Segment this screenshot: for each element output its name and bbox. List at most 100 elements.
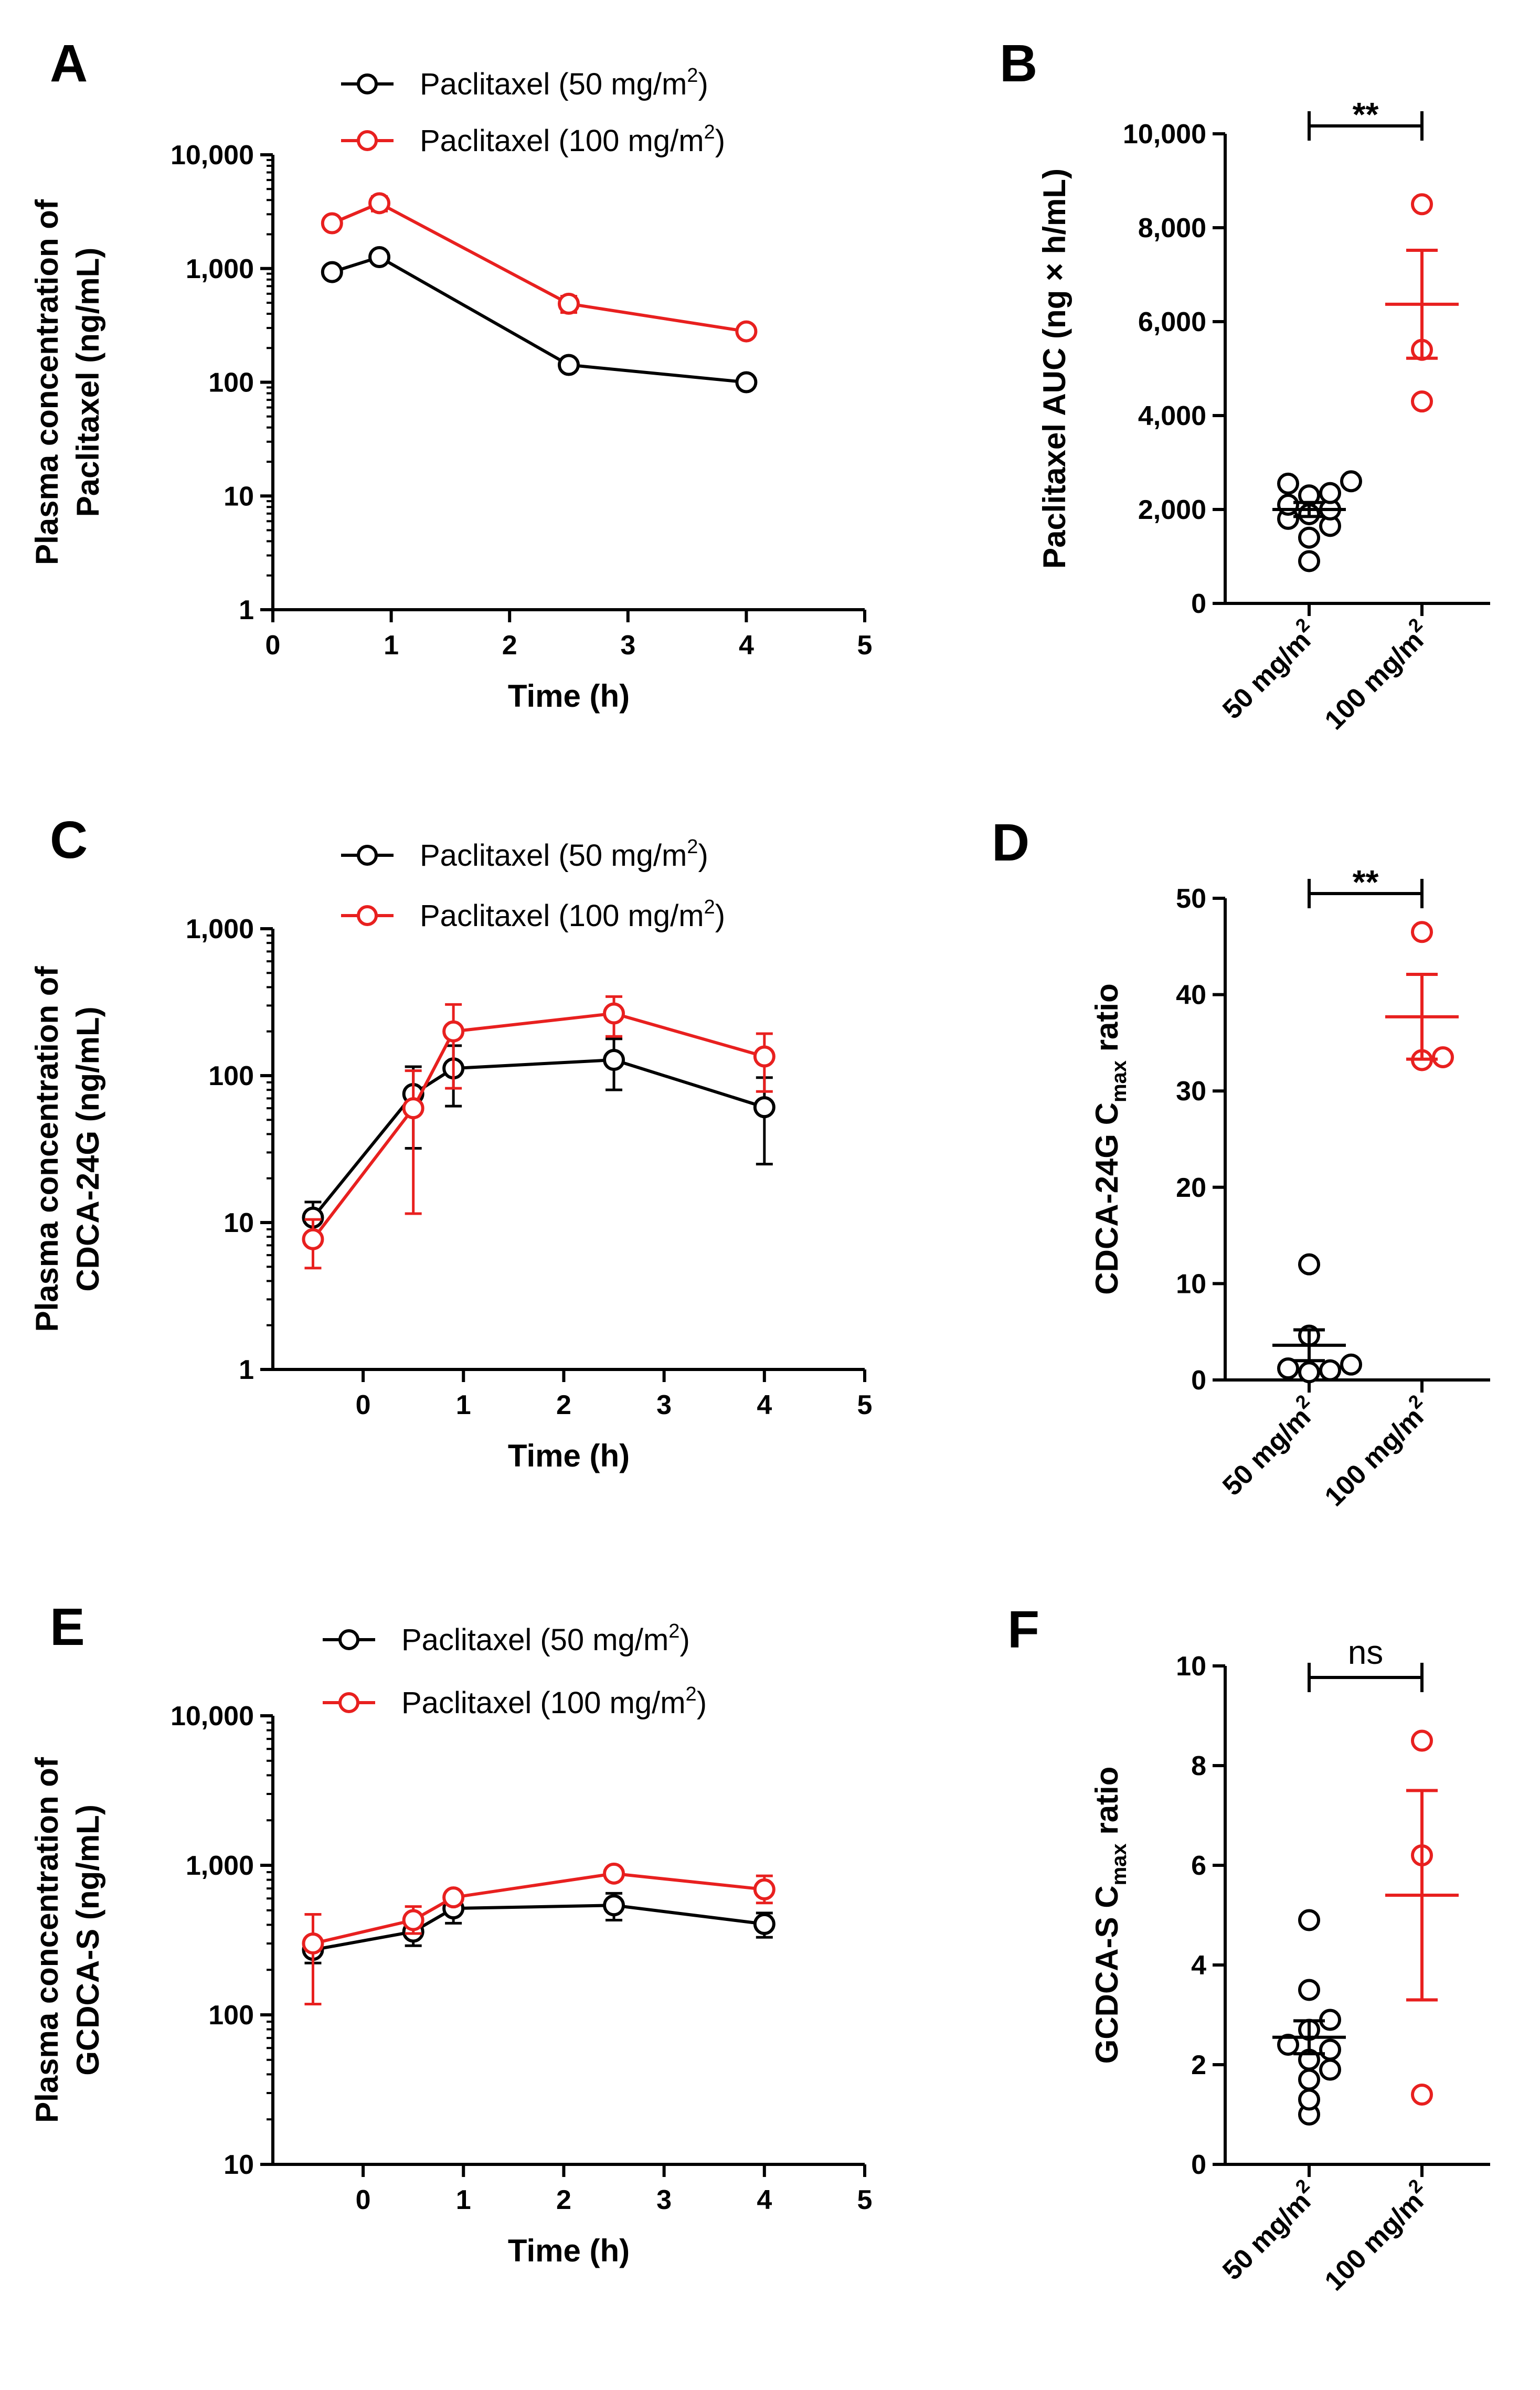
y-tick-label: 8,000 [1138, 213, 1206, 243]
data-point [603, 1002, 625, 1025]
data-point [368, 192, 391, 215]
category-text: 50 mg/m [1217, 2186, 1316, 2286]
significance-label: ** [1353, 863, 1379, 901]
group-50 [1272, 1909, 1346, 2126]
y-tick-label: 40 [1176, 980, 1206, 1011]
data-point [1277, 494, 1299, 516]
x-tick-label: 1 [456, 1390, 471, 1420]
panel-letter: E [50, 1598, 85, 1656]
data-point [603, 1862, 625, 1885]
legend-sup: 2 [687, 836, 698, 858]
data-point [368, 246, 391, 268]
panel-C: C 1 10 100 1,000 0 1 2 3 4 5 Time (h) Plasma concent… [29, 811, 872, 1473]
data-point [302, 1228, 324, 1250]
y-tick-label: 1 [239, 1355, 254, 1385]
data-point [1298, 1909, 1320, 1931]
legend-marker [357, 905, 378, 926]
data-point [321, 261, 343, 283]
series-line [331, 255, 747, 384]
category-text: 100 mg/m [1319, 2186, 1430, 2297]
data-point [1298, 2088, 1320, 2111]
data-point [603, 1894, 625, 1917]
data-point [1411, 1729, 1433, 1752]
x-axis-label: Time (h) [508, 678, 630, 714]
panel-E: E 10 100 1,000 10,000 0 1 2 3 4 5 Time (h) Plasma co… [29, 1598, 872, 2268]
y-axis-label-line: Plasma concentration of [29, 199, 65, 565]
data-point [753, 1045, 776, 1068]
group-100 [1385, 193, 1459, 413]
y-tick-label: 6,000 [1138, 307, 1206, 337]
group-50 [1272, 470, 1362, 572]
legend-close: ) [715, 124, 725, 158]
category-label: 50 mg/m2 [1213, 2175, 1324, 2286]
y-tick-label: 10 [224, 2150, 254, 2180]
y-tick-label: 1,000 [186, 1851, 254, 1881]
data-point [1319, 1359, 1341, 1382]
legend-sup: 2 [704, 121, 715, 143]
y-tick-label: 10,000 [171, 1701, 254, 1732]
data-point [1298, 2068, 1320, 2091]
category-text: 100 mg/m [1319, 625, 1430, 736]
significance-label: ** [1353, 95, 1379, 133]
data-point [1298, 550, 1320, 572]
series-100 [302, 1862, 776, 2006]
legend-label: Paclitaxel (100 mg/m2) [420, 896, 725, 933]
series-50 [302, 1037, 776, 1236]
legend-sup: 2 [687, 65, 698, 87]
x-tick-label: 1 [384, 630, 399, 661]
panel-letter: D [992, 813, 1029, 872]
y-tick-label: 10 [224, 1208, 254, 1238]
y-tick-label: 0 [1191, 1365, 1206, 1396]
y-tick-label: 0 [1191, 589, 1206, 619]
x-tick-label: 5 [857, 630, 873, 661]
series-100 [302, 995, 776, 1270]
data-point [442, 1020, 465, 1043]
panel-letter: C [50, 811, 88, 869]
y-tick-label: 0 [1191, 2150, 1206, 2180]
y-tick-label: 10,000 [171, 140, 254, 171]
series-100 [321, 192, 758, 343]
x-tick-label: 5 [857, 2185, 873, 2215]
y-axis-label: Plasma concentration of Paclitaxel (ng/mL… [29, 199, 105, 565]
legend-close: ) [698, 838, 708, 873]
legend-marker [338, 1629, 359, 1650]
x-axis-label: Time (h) [508, 1438, 630, 1473]
y-tick-label: 100 [208, 368, 254, 398]
legend-marker [357, 845, 378, 866]
data-point [402, 1097, 424, 1120]
y-axis-label: Plasma concentration of GCDCA-S (ng/mL) [29, 1757, 105, 2123]
data-point [1340, 1353, 1362, 1376]
y-axis-label-line: Paclitaxel (ng/mL) [70, 248, 105, 517]
legend-text: Paclitaxel (50 mg/m [420, 838, 687, 873]
series-line [331, 201, 747, 333]
x-tick-label: 4 [757, 2185, 772, 2215]
y-axis-label-text: ratio [1089, 983, 1124, 1060]
group-100 [1385, 921, 1459, 1071]
category-label: 50 mg/m2 [1213, 1390, 1324, 1502]
data-point [1411, 390, 1433, 413]
data-point [1411, 2084, 1433, 2106]
data-point [1411, 921, 1433, 943]
y-tick-label: 1 [239, 595, 254, 625]
legend-text: Paclitaxel (100 mg/m [420, 899, 704, 933]
panel-letter: F [1007, 1600, 1039, 1659]
y-axis-label: GCDCA-S Cmax ratio [1089, 1767, 1131, 2064]
x-tick-label: 5 [857, 1390, 873, 1420]
category-text: 50 mg/m [1217, 625, 1316, 725]
y-tick-label: 8 [1191, 1751, 1206, 1781]
data-point [558, 354, 580, 376]
category-label: 50 mg/m2 [1213, 614, 1324, 725]
y-tick-label: 1,000 [186, 914, 254, 944]
y-axis-label: Plasma concentration of CDCA-24G (ng/mL) [29, 966, 105, 1332]
data-point [1432, 1046, 1454, 1068]
y-axis-label-sub: max [1108, 1843, 1131, 1885]
category-label: 100 mg/m2 [1315, 2175, 1437, 2297]
group-50 [1272, 1253, 1362, 1384]
data-point [1298, 1979, 1320, 2001]
y-tick-label: 2,000 [1138, 495, 1206, 525]
legend-marker [338, 1692, 359, 1713]
panel-letter: A [50, 34, 88, 93]
legend-sup: 2 [668, 1620, 679, 1642]
x-tick-label: 1 [456, 2185, 471, 2215]
